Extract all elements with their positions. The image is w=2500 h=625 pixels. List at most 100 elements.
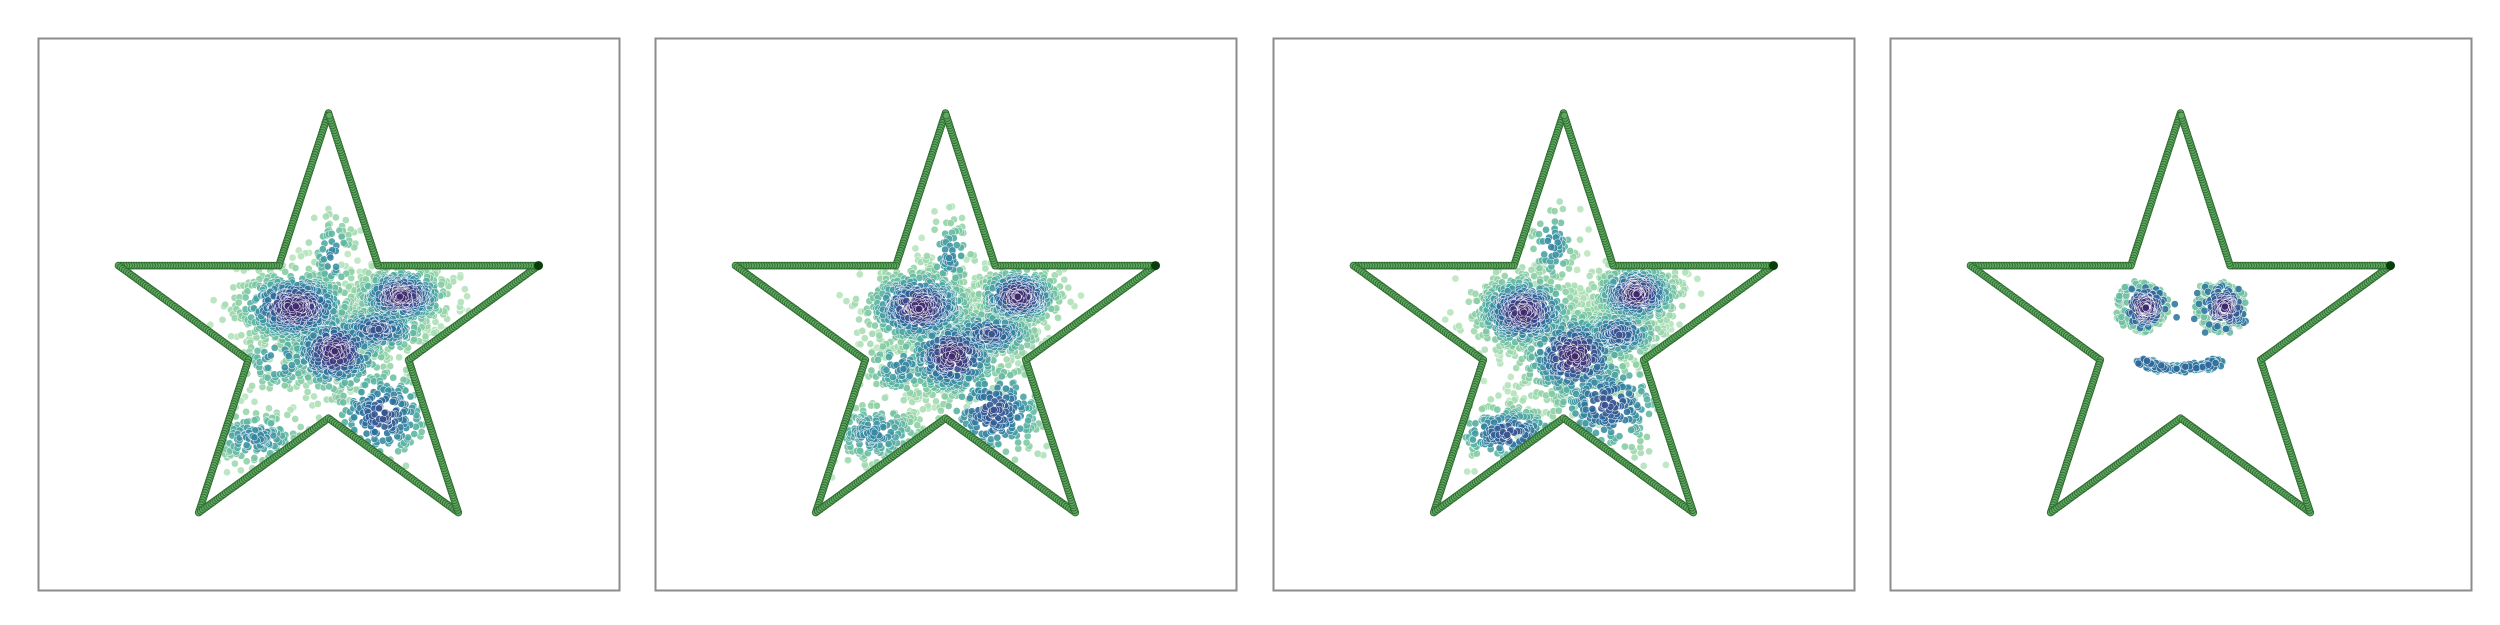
scatter-point [430,329,438,337]
scatter-point [325,382,333,391]
scatter-point [396,292,404,301]
scatter-point [209,296,218,305]
scatter-point [330,347,339,356]
scatter-point [421,332,430,341]
scatter-point [875,331,884,340]
scatter-point [1066,298,1075,306]
scatter-point [1022,438,1031,447]
scatter-point [337,272,346,281]
scatter-point [379,415,387,424]
scatter-point [250,433,259,442]
scatter-point [250,416,259,424]
scatter-point [337,308,346,317]
scatter-point [937,406,945,415]
scatter-point [231,459,239,468]
scatter-point [957,251,965,260]
scatter-point [842,297,851,305]
scatter-point [361,381,369,389]
scatter-point [265,404,273,413]
scatter-point [236,466,245,475]
scatter-point [946,219,955,227]
scatter-point [394,447,402,456]
scatter-point [280,363,289,372]
scatter-point [395,353,403,362]
scatter-point [263,373,272,382]
scatter-point [323,262,332,271]
scatter-point [227,332,236,341]
scatter-point [856,340,865,349]
plot-area [114,109,543,517]
scatter-point [860,334,869,343]
scatter-point [253,347,262,355]
scatter-point [242,407,250,416]
scatter-point [1002,447,1010,456]
scatter-point [980,380,989,388]
scatter-point [940,392,949,401]
scatter-point [248,382,256,390]
scatter-point [1002,355,1011,364]
scatter-point [242,457,251,466]
scatter-point [867,366,876,375]
scatter-point [388,397,397,406]
scatter-point [1033,449,1042,458]
scatter-point [264,364,272,372]
scatter-point [930,207,939,216]
scatter-point [339,392,348,400]
scatter-point [326,253,335,262]
scatter-point [437,322,445,331]
scatter-point [835,291,844,300]
scatter-point [242,441,251,449]
scatter-point [223,468,231,477]
scatter-point [406,392,415,401]
scatter-point [945,203,954,212]
scatter-point [374,325,383,333]
scatter-point [994,440,1003,448]
scatter-point [856,446,864,455]
scatter-point [303,388,312,396]
scatter-point [250,397,259,406]
scatter-point [318,245,327,254]
scatter-point [873,401,881,410]
scatter-point [1064,283,1073,292]
scatter-point [899,365,908,373]
scatter-point [855,270,864,279]
scatter-point [993,433,1002,442]
outline-point [325,111,334,120]
scatter-point [1060,275,1069,284]
scatter-point [340,378,349,387]
scatter-point [283,411,292,419]
scatter-point [981,264,990,273]
scatter-point [1014,438,1022,447]
scatter-point [362,429,371,438]
scatter-point [320,269,329,278]
scatter-point [463,292,471,301]
scatter-point [218,315,227,324]
scatter-point [343,250,352,258]
scatter-point [933,262,941,271]
scatter-point [945,254,953,262]
tip-point [534,261,543,271]
scatter-point [870,428,879,437]
scatter-point [932,217,940,226]
scatter-point [266,351,275,360]
scatter-point [1019,393,1028,401]
scatter-point [1002,384,1010,393]
scatter-point [284,352,293,360]
scatter-point [844,456,852,465]
scatter-point [852,295,860,303]
scatter-point [417,427,426,436]
scatter-point [917,234,926,242]
panel-frame [37,37,621,592]
scatter-point [304,238,313,247]
scatter-point [955,266,964,275]
scatter-point [357,388,366,396]
scatter-point [461,285,469,294]
scatter-point [923,252,931,260]
scatter-point [871,321,879,330]
scatter-point [1024,416,1032,425]
scatter-point [437,280,445,289]
chart-panel-1 [37,37,621,592]
scatter-point [234,298,243,307]
scatter-point [339,398,348,407]
